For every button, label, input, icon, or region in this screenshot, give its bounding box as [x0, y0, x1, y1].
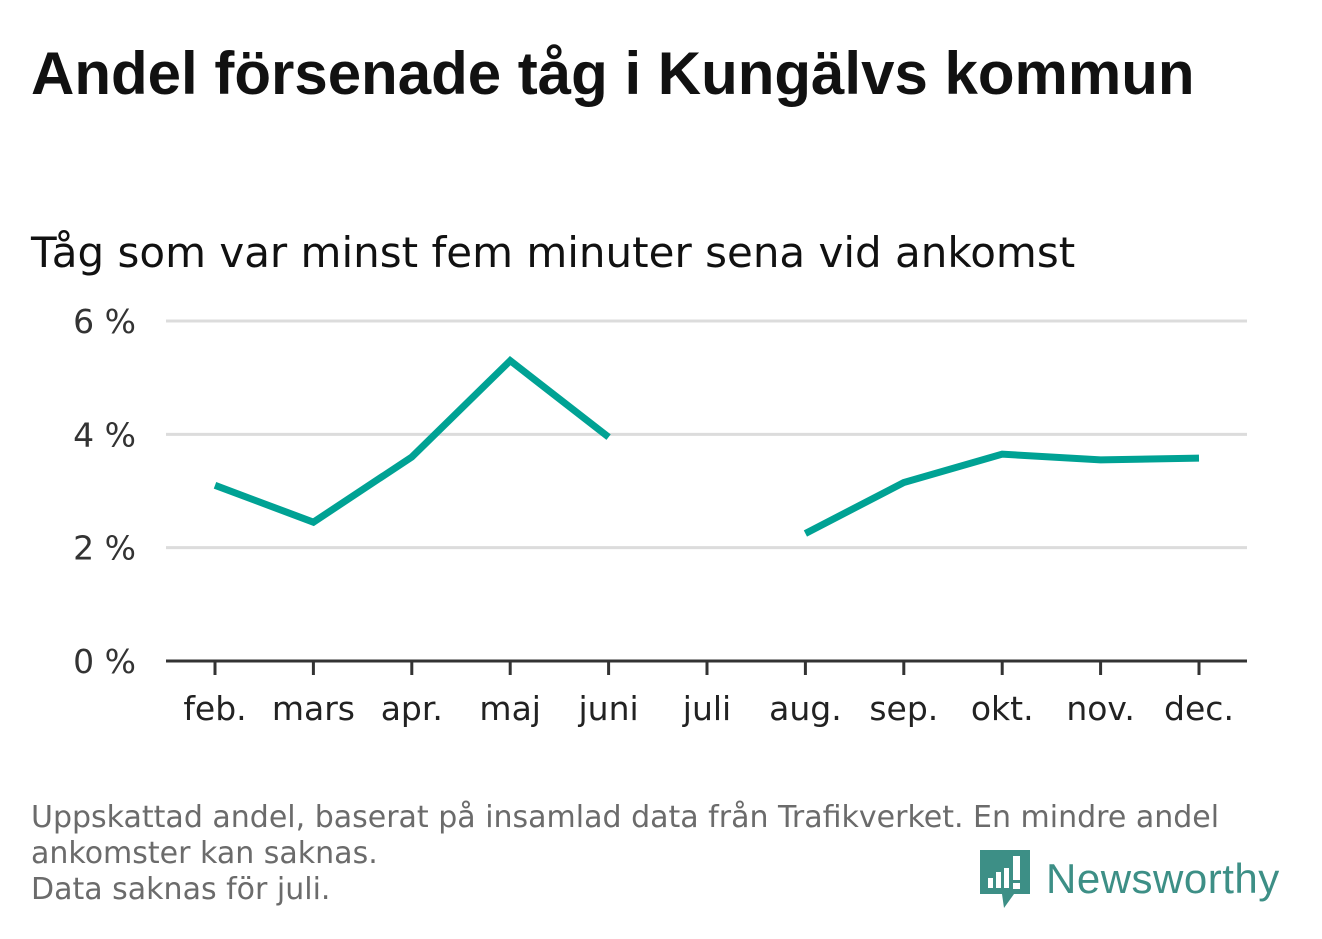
x-tick-label: mars — [272, 689, 355, 728]
gridlines — [166, 319, 1247, 550]
series-lines — [213, 356, 1200, 537]
brand-name: Newsworthy — [1046, 855, 1280, 902]
y-tick-label: 6 % — [73, 302, 136, 341]
footnote: Uppskattad andel, baserat på insamlad da… — [31, 800, 1291, 908]
x-tick-label: juni — [578, 689, 639, 728]
chart-subtitle: Tåg som var minst fem minuter sena vid a… — [31, 228, 1076, 277]
x-tick-label: feb. — [183, 689, 246, 728]
x-tick-label: okt. — [971, 689, 1034, 728]
y-tick-label: 0 % — [73, 642, 136, 681]
y-axis-ticks: 0 % 2 % 4 % 6 % — [73, 302, 136, 681]
x-tick-label: nov. — [1066, 689, 1135, 728]
chart-title: Andel försenade tåg i Kungälvs kommun — [31, 40, 1195, 107]
x-tick-label: sep. — [869, 689, 938, 728]
footnote-line-2: ankomster kan saknas. — [31, 836, 378, 871]
line-chart: 0 % 2 % 4 % 6 % feb. mars apr. maj juni juli aug.… — [73, 302, 1247, 728]
brand: Newsworthy — [980, 848, 1280, 910]
footnote-line-1: Uppskattad andel, baserat på insamlad da… — [31, 800, 1220, 835]
x-tick-label: apr. — [381, 689, 443, 728]
newsworthy-logo-icon — [980, 850, 1030, 908]
series-line-segment — [803, 450, 1200, 537]
footnote-line-3: Data saknas för juli. — [31, 872, 331, 907]
x-tick-label: dec. — [1164, 689, 1234, 728]
y-tick-label: 4 % — [73, 415, 136, 454]
series-line-segment — [213, 356, 611, 527]
x-tick-label: maj — [479, 689, 541, 728]
x-tick-label: juli — [682, 689, 731, 728]
x-tick-label: aug. — [769, 689, 842, 728]
x-axis-ticks: feb. mars apr. maj juni juli aug. sep. okt. nov. d… — [183, 661, 1234, 728]
y-tick-label: 2 % — [73, 529, 136, 568]
